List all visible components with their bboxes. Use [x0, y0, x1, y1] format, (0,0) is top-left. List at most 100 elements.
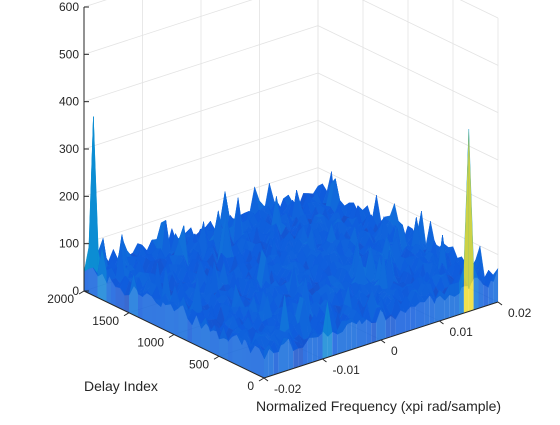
surface-side-front	[346, 318, 352, 352]
surface-side-left	[165, 301, 170, 333]
grid-line	[83, 25, 319, 103]
surface-side-front	[454, 282, 459, 317]
grid-line	[83, 72, 319, 150]
surface-side-front	[395, 310, 401, 336]
surface-side-left	[183, 305, 188, 341]
surface-side-front	[371, 322, 377, 344]
surface-side-front	[385, 315, 391, 339]
surface-side-left	[129, 274, 134, 315]
z-tick-label: 500	[59, 47, 79, 61]
surface-side-front	[483, 284, 489, 307]
surface-side-left	[106, 270, 111, 305]
y-tick-label: 2000	[47, 292, 74, 306]
y-tick-mark	[168, 334, 175, 338]
surface-side-front	[444, 285, 450, 320]
surface-side-left	[214, 325, 219, 357]
surface-side-left	[250, 345, 255, 374]
surface-side-front	[434, 289, 440, 323]
surface-side-left	[97, 247, 102, 300]
z-tick-label: 400	[59, 95, 79, 109]
z-tick-label: 600	[59, 0, 79, 14]
surface-side-front	[264, 344, 269, 378]
y-tick-mark	[123, 312, 130, 317]
surface-side-front	[420, 302, 425, 328]
surface-side-left	[169, 301, 174, 335]
grid-line	[459, 0, 499, 19]
surface-side-front	[278, 337, 284, 374]
surface-side-front	[293, 348, 299, 369]
y-tick-mark	[78, 290, 85, 295]
z-tick-label: 200	[59, 189, 79, 203]
grid-line	[361, 0, 499, 66]
y-tick-mark	[258, 377, 265, 382]
surface-side-front	[376, 308, 381, 342]
surface-side-left	[228, 336, 233, 363]
surface-side-left	[120, 287, 125, 311]
surface-side-front	[332, 330, 338, 356]
surface-side-front	[356, 317, 362, 348]
surface-side-left	[160, 299, 165, 331]
surface-side-front	[337, 320, 342, 355]
z-tick-label: 100	[59, 237, 79, 251]
surface-side-left	[151, 295, 156, 326]
grid-line	[317, 72, 499, 161]
surface-side-front	[459, 266, 464, 315]
y-tick-label: 500	[189, 357, 209, 371]
surface-side-front	[342, 320, 347, 353]
surface-side-front	[322, 300, 328, 359]
surface-side-left	[246, 340, 251, 372]
surface-side-front	[303, 339, 308, 366]
x-tick-mark	[439, 320, 444, 325]
tick-labels: 0 100 200 300 400 500 600 0 500 1000 1500 2000 -0.02…	[47, 0, 531, 396]
surface-side-front	[366, 319, 372, 345]
surface-side-front	[288, 338, 294, 371]
x-tick-mark	[322, 358, 327, 363]
surface-side-left	[237, 334, 242, 368]
surface-side-front	[478, 278, 484, 309]
y-tick-mark	[213, 355, 220, 360]
surface	[83, 116, 499, 378]
surface-side-left	[255, 345, 260, 376]
surface-side-left	[210, 325, 215, 355]
y-axis-label: Delay Index	[84, 378, 158, 394]
surface-side-left	[219, 326, 224, 359]
surface-side-front	[415, 302, 420, 329]
surface-side-front	[449, 283, 455, 318]
x-tick-label: 0.01	[450, 325, 474, 339]
x-tick-mark	[497, 301, 503, 306]
surface-side-left	[88, 267, 93, 296]
surface-side-front	[405, 306, 411, 333]
surface-side-left	[259, 348, 264, 378]
x-tick-label: 0	[391, 344, 398, 358]
surface-side-front	[390, 315, 396, 337]
surface-side-left	[192, 314, 197, 346]
surface-side-left	[115, 287, 120, 309]
surface-side-left	[102, 247, 107, 302]
surface-side-left	[178, 305, 183, 339]
surface-side-front	[468, 129, 474, 312]
surface-side-front	[473, 265, 479, 310]
grid-line	[317, 25, 499, 114]
y-tick-label: 1500	[92, 314, 119, 328]
surface-side-front	[351, 318, 357, 350]
x-tick-mark	[263, 377, 269, 382]
surface-side-left	[124, 295, 129, 313]
surface-side-front	[429, 295, 435, 325]
x-tick-mark	[380, 339, 386, 344]
surface-side-left	[93, 267, 98, 298]
surface-side-left	[142, 293, 147, 322]
surface-side-left	[196, 314, 201, 348]
y-tick-label: 0	[247, 379, 254, 393]
surface-side-left	[138, 294, 143, 320]
surface-side-front	[400, 310, 406, 334]
surface-side-front	[317, 332, 323, 361]
y-tick-label: 1000	[137, 336, 164, 350]
surface-side-front	[410, 306, 416, 331]
grid-line	[83, 0, 253, 55]
surface-side-front	[283, 337, 289, 372]
surface-side-front	[488, 275, 494, 306]
surface-side-left	[205, 317, 210, 352]
surface-side-front	[312, 332, 318, 363]
surface-side-left	[133, 274, 138, 318]
